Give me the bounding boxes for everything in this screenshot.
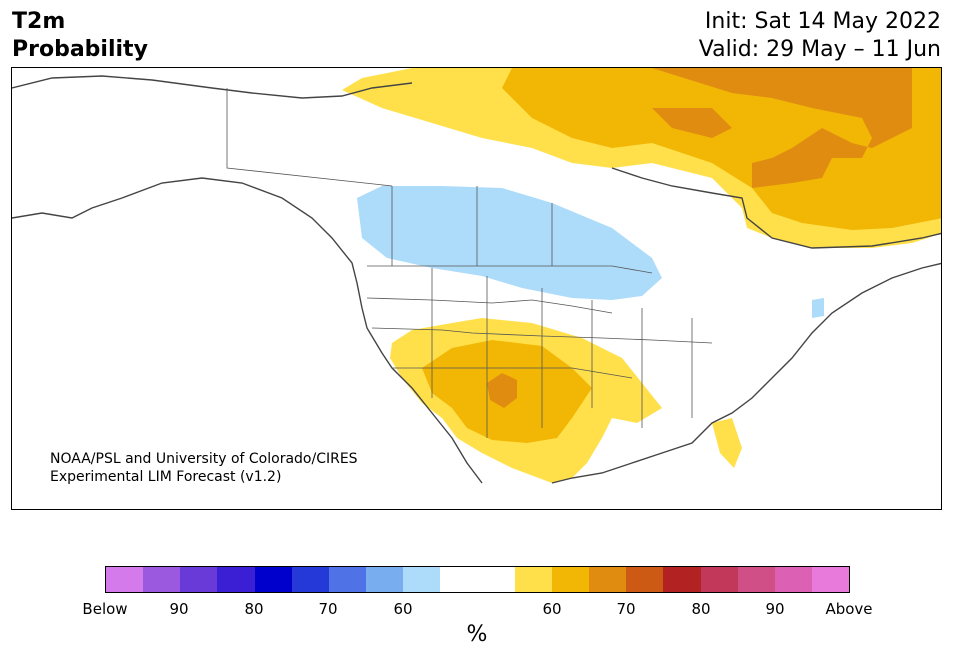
above-70-region-southwest bbox=[487, 373, 517, 408]
below-normal-region-plains bbox=[357, 186, 662, 300]
credit-text: NOAA/PSL and University of Colorado/CIRE… bbox=[50, 450, 358, 486]
colorbar-swatch-12 bbox=[551, 567, 590, 592]
colorbar bbox=[105, 566, 850, 593]
colorbar-tick-80-above: 80 bbox=[691, 600, 711, 618]
colorbar-tick-above: Above bbox=[825, 600, 873, 618]
colorbar-tick-below: Below bbox=[82, 600, 128, 618]
colorbar-swatch-10 bbox=[477, 567, 515, 592]
colorbar-swatch-13 bbox=[589, 567, 627, 592]
colorbar-swatch-17 bbox=[737, 567, 775, 592]
colorbar-swatch-3 bbox=[217, 567, 255, 592]
colorbar-swatch-9 bbox=[440, 567, 478, 592]
colorbar-swatch-15 bbox=[663, 567, 701, 592]
colorbar-swatch-16 bbox=[700, 567, 738, 592]
colorbar-swatch-7 bbox=[366, 567, 404, 592]
colorbar-swatch-0 bbox=[106, 567, 144, 592]
colorbar-swatch-5 bbox=[291, 567, 329, 592]
forecast-dates: Init: Sat 14 May 2022 Valid: 29 May – 11… bbox=[699, 8, 941, 64]
colorbar-swatch-19 bbox=[811, 567, 850, 592]
below-normal-region-northeast bbox=[812, 298, 824, 318]
colorbar-swatch-14 bbox=[626, 567, 664, 592]
colorbar-tick-70-below: 70 bbox=[318, 600, 338, 618]
variable-label: T2m bbox=[12, 9, 66, 34]
above-normal-region-florida bbox=[712, 418, 742, 468]
colorbar-tick-90-below: 90 bbox=[169, 600, 189, 618]
valid-period: Valid: 29 May – 11 Jun bbox=[698, 37, 941, 62]
above-70-region-canada bbox=[652, 68, 912, 188]
colorbar-tick-90-above: 90 bbox=[765, 600, 785, 618]
colorbar-swatch-8 bbox=[403, 567, 441, 592]
credit-line-2: Experimental LIM Forecast (v1.2) bbox=[50, 469, 282, 485]
forecast-map[interactable]: NOAA/PSL and University of Colorado/CIRE… bbox=[11, 67, 942, 510]
colorbar-tick-80-below: 80 bbox=[244, 600, 264, 618]
map-canvas bbox=[12, 68, 941, 484]
colorbar-swatch-11 bbox=[514, 567, 552, 592]
borders bbox=[226, 88, 713, 438]
colorbar-swatch-4 bbox=[254, 567, 292, 592]
credit-line-1: NOAA/PSL and University of Colorado/CIRE… bbox=[50, 451, 358, 467]
colorbar-unit: % bbox=[466, 622, 488, 647]
colorbar-tick-70-above: 70 bbox=[616, 600, 636, 618]
colorbar-swatch-2 bbox=[180, 567, 218, 592]
colorbar-swatch-6 bbox=[328, 567, 367, 592]
colorbar-swatch-18 bbox=[774, 567, 812, 592]
colorbar-tick-60-below: 60 bbox=[393, 600, 413, 618]
product-label: Probability bbox=[12, 37, 148, 62]
colorbar-tick-60-above: 60 bbox=[542, 600, 562, 618]
init-date: Init: Sat 14 May 2022 bbox=[704, 9, 941, 34]
coastlines bbox=[12, 75, 941, 484]
colorbar-swatch-1 bbox=[143, 567, 181, 592]
map-title: T2m Probability bbox=[12, 8, 148, 64]
